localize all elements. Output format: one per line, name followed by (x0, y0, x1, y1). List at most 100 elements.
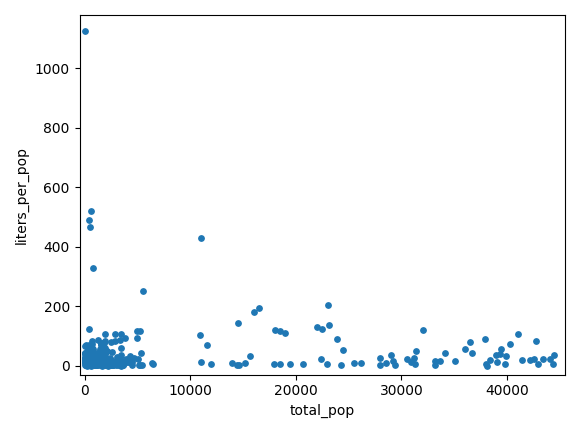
Point (82, 357, 91, 364)
Point (81, 357, 90, 364)
Point (84, 353, 93, 360)
Point (95, 353, 104, 360)
Point (86, 360, 95, 367)
Point (82, 355, 91, 362)
Point (101, 348, 110, 355)
Point (481, 335, 490, 342)
Point (87, 340, 96, 347)
Point (93, 355, 102, 362)
Point (89, 359, 99, 366)
Point (81, 28, 90, 35)
Point (88, 359, 97, 366)
Point (97, 357, 107, 364)
Point (88, 356, 97, 363)
Point (92, 362, 101, 368)
Point (97, 340, 106, 347)
Point (332, 336, 342, 343)
Point (269, 360, 278, 367)
Point (82, 357, 92, 364)
Point (337, 362, 346, 368)
Point (138, 288, 147, 295)
Point (87, 350, 96, 357)
Point (106, 362, 115, 369)
Point (127, 362, 136, 368)
Point (80, 362, 89, 369)
Point (104, 362, 114, 368)
Point (276, 360, 285, 367)
Point (82, 350, 92, 357)
Point (492, 358, 502, 365)
Point (121, 335, 130, 342)
Point (461, 345, 470, 352)
Point (505, 341, 514, 348)
Point (96, 357, 105, 364)
Point (85, 224, 95, 231)
Point (82, 362, 91, 369)
Point (86, 362, 96, 368)
Point (85, 358, 94, 365)
Point (111, 362, 121, 369)
Point (91, 353, 100, 360)
Point (116, 355, 125, 362)
Point (85, 361, 94, 368)
Point (97, 352, 106, 359)
Point (81, 350, 90, 357)
Point (89, 362, 98, 369)
Point (149, 360, 158, 367)
Point (375, 355, 385, 362)
Point (82, 362, 92, 369)
Point (86, 208, 96, 215)
Point (97, 360, 106, 367)
Point (108, 361, 118, 368)
Point (93, 361, 102, 368)
Point (93, 336, 103, 343)
X-axis label: total_pop: total_pop (289, 404, 355, 418)
Point (117, 345, 126, 352)
Point (495, 351, 505, 358)
Point (100, 338, 109, 345)
Point (116, 330, 125, 337)
Y-axis label: liters_per_pop: liters_per_pop (15, 146, 29, 244)
Point (107, 349, 117, 355)
Point (270, 326, 280, 333)
Point (136, 362, 145, 369)
Point (98, 351, 107, 358)
Point (124, 359, 133, 366)
Point (92, 361, 101, 368)
Point (128, 359, 137, 365)
Point (92, 360, 101, 367)
Point (111, 330, 120, 337)
Point (85, 362, 95, 369)
Point (83, 356, 92, 363)
Point (87, 361, 96, 368)
Point (450, 358, 459, 365)
Point (81, 361, 90, 368)
Point (113, 359, 122, 365)
Point (105, 355, 114, 362)
Point (85, 345, 94, 352)
Point (80, 357, 89, 364)
Point (91, 349, 100, 356)
Point (93, 358, 103, 365)
Point (84, 346, 93, 353)
Point (85, 352, 95, 359)
Point (89, 362, 98, 369)
Point (122, 358, 132, 365)
Point (103, 362, 112, 369)
Point (407, 359, 416, 366)
Point (101, 330, 110, 337)
Point (89, 355, 98, 362)
Point (112, 353, 121, 360)
Point (129, 355, 138, 362)
Point (85, 359, 95, 366)
Point (501, 352, 510, 359)
Point (195, 331, 205, 338)
Point (83, 356, 92, 363)
Point (440, 349, 449, 356)
Point (95, 346, 104, 353)
Point (88, 360, 97, 367)
Point (99, 361, 108, 368)
Point (96, 348, 106, 355)
Point (86, 353, 95, 360)
Point (86, 362, 96, 369)
